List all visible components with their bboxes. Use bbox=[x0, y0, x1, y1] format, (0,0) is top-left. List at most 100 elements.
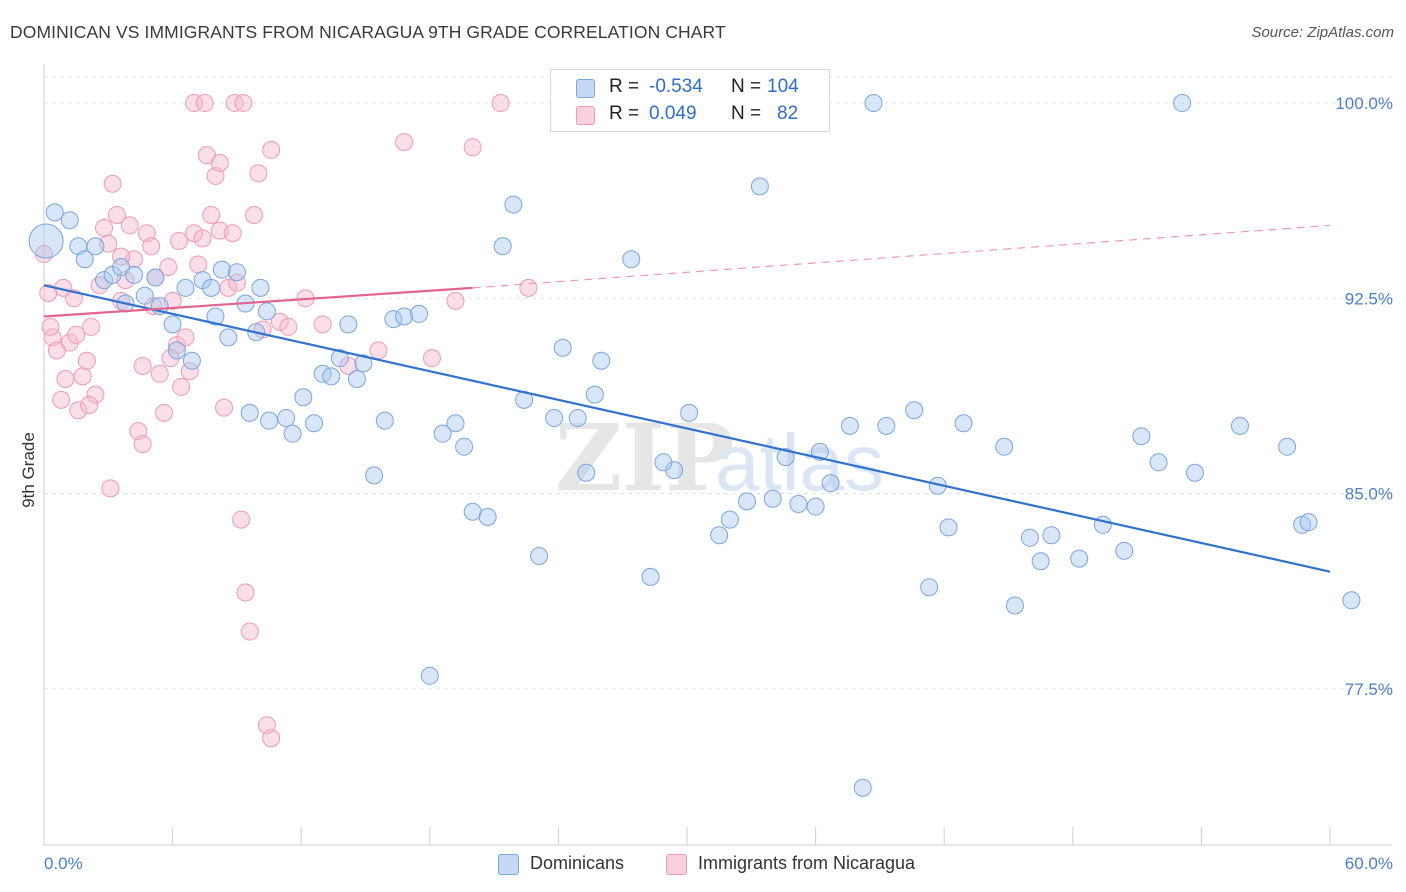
dominican-point bbox=[95, 271, 114, 290]
nicaragua-point bbox=[210, 153, 229, 172]
y-axis-label: 9th Grade bbox=[19, 432, 38, 508]
dominican-point bbox=[125, 265, 144, 284]
dominican-point bbox=[339, 315, 358, 334]
legend-n-label: N = bbox=[731, 103, 762, 124]
dominican-point bbox=[1149, 453, 1168, 472]
dominican-point bbox=[853, 778, 872, 797]
nicaragua-point bbox=[82, 317, 101, 336]
dominican-point bbox=[680, 403, 699, 422]
dominican-point bbox=[1031, 552, 1050, 571]
nicaragua-point bbox=[80, 396, 99, 415]
nicaragua-point bbox=[142, 237, 161, 256]
dominican-point bbox=[446, 414, 465, 433]
watermark-atlas: atlas bbox=[715, 418, 884, 507]
dominican-point bbox=[577, 463, 596, 482]
nicaragua-point bbox=[73, 367, 92, 386]
dominican-point bbox=[1185, 463, 1204, 482]
nicaragua-point bbox=[193, 229, 212, 248]
dominican-point bbox=[146, 268, 165, 287]
nicaragua-point bbox=[519, 278, 538, 297]
dominican-point bbox=[750, 177, 769, 196]
dominican-point bbox=[720, 510, 739, 529]
legend-r-label: R = bbox=[609, 103, 640, 124]
nicaragua-point bbox=[52, 390, 71, 409]
dominican-point bbox=[654, 453, 673, 472]
dominican-point bbox=[1005, 596, 1024, 615]
nicaragua-point bbox=[170, 232, 189, 251]
dominican-point bbox=[864, 94, 883, 113]
dominican-point bbox=[294, 388, 313, 407]
dominican-point bbox=[710, 526, 729, 545]
nicaragua-point bbox=[446, 291, 465, 310]
dominican-point bbox=[28, 223, 64, 259]
legend-r-value: -0.534 bbox=[649, 76, 703, 97]
dominican-point bbox=[354, 354, 373, 373]
dominican-point bbox=[176, 278, 195, 297]
nicaragua-point bbox=[195, 94, 214, 113]
nicaragua-point bbox=[107, 205, 126, 224]
y-tick-label: 85.0% bbox=[1345, 485, 1393, 504]
legend-n-value: 82 bbox=[777, 103, 799, 124]
y-tick-label: 77.5% bbox=[1345, 680, 1393, 699]
nicaragua-point bbox=[67, 325, 86, 344]
dominican-point bbox=[395, 307, 414, 326]
dominican-point bbox=[182, 351, 201, 370]
dominican-point bbox=[478, 507, 497, 526]
nicaragua-point bbox=[262, 729, 281, 748]
nicaragua-point bbox=[155, 403, 174, 422]
nicaragua-point bbox=[86, 385, 105, 404]
nicaragua-point bbox=[185, 224, 204, 243]
nicaragua-point bbox=[313, 315, 332, 334]
dominican-point bbox=[433, 424, 452, 443]
dominican-point bbox=[227, 263, 246, 282]
legend-n-label: N = bbox=[731, 76, 762, 97]
dominican-point bbox=[260, 411, 279, 430]
axes bbox=[43, 64, 1392, 846]
nicaragua-point bbox=[215, 398, 234, 417]
watermark: ZIP atlas bbox=[555, 404, 884, 512]
dominican-point bbox=[163, 315, 182, 334]
dominican-point bbox=[995, 437, 1014, 456]
dominican-point bbox=[375, 411, 394, 430]
dominican-point bbox=[738, 492, 757, 511]
dominican-point bbox=[840, 416, 859, 435]
dominican-point bbox=[305, 414, 324, 433]
dominican-point bbox=[322, 367, 341, 386]
dominican-point bbox=[251, 278, 270, 297]
nicaragua-point bbox=[159, 258, 178, 277]
legend-swatch-blue bbox=[576, 79, 595, 98]
dominican-point bbox=[420, 666, 439, 685]
dominican-point bbox=[954, 414, 973, 433]
dominican-point bbox=[622, 250, 641, 269]
nicaragua-point bbox=[245, 205, 264, 224]
dominican-point bbox=[877, 416, 896, 435]
dominican-point bbox=[1299, 513, 1318, 532]
dominican-point bbox=[806, 497, 825, 516]
nicaragua-point bbox=[133, 435, 152, 454]
dominican-point bbox=[167, 341, 186, 360]
chart-title: DOMINICAN VS IMMIGRANTS FROM NICARAGUA 9… bbox=[10, 22, 726, 42]
source-label: Source: ZipAtlas.com bbox=[1251, 24, 1394, 41]
dominican-point bbox=[1173, 94, 1192, 113]
dominican-point bbox=[641, 567, 660, 586]
nicaragua-trend-extension bbox=[472, 224, 1331, 289]
dominican-point bbox=[212, 260, 231, 279]
nicaragua-point bbox=[77, 351, 96, 370]
dominican-point bbox=[75, 250, 94, 269]
dominican-point bbox=[330, 349, 349, 368]
dominican-point bbox=[1115, 541, 1134, 560]
dominican-point bbox=[1342, 591, 1361, 610]
nicaragua-trend-line bbox=[43, 286, 473, 318]
nicaragua-point bbox=[56, 370, 75, 389]
legend-n-value: 104 bbox=[767, 76, 799, 97]
legend-row-dominicans: R = -0.534 N = 104 bbox=[551, 74, 829, 102]
dominican-point bbox=[493, 237, 512, 256]
dominican-point bbox=[763, 489, 782, 508]
dominican-point bbox=[202, 278, 221, 297]
dominican-point bbox=[45, 203, 64, 222]
nicaragua-point bbox=[491, 94, 510, 113]
legend-label: Immigrants from Nicaragua bbox=[698, 853, 916, 873]
dominican-point bbox=[206, 307, 225, 326]
nicaragua-point bbox=[240, 622, 259, 641]
legend-swatch-blue bbox=[498, 854, 519, 875]
